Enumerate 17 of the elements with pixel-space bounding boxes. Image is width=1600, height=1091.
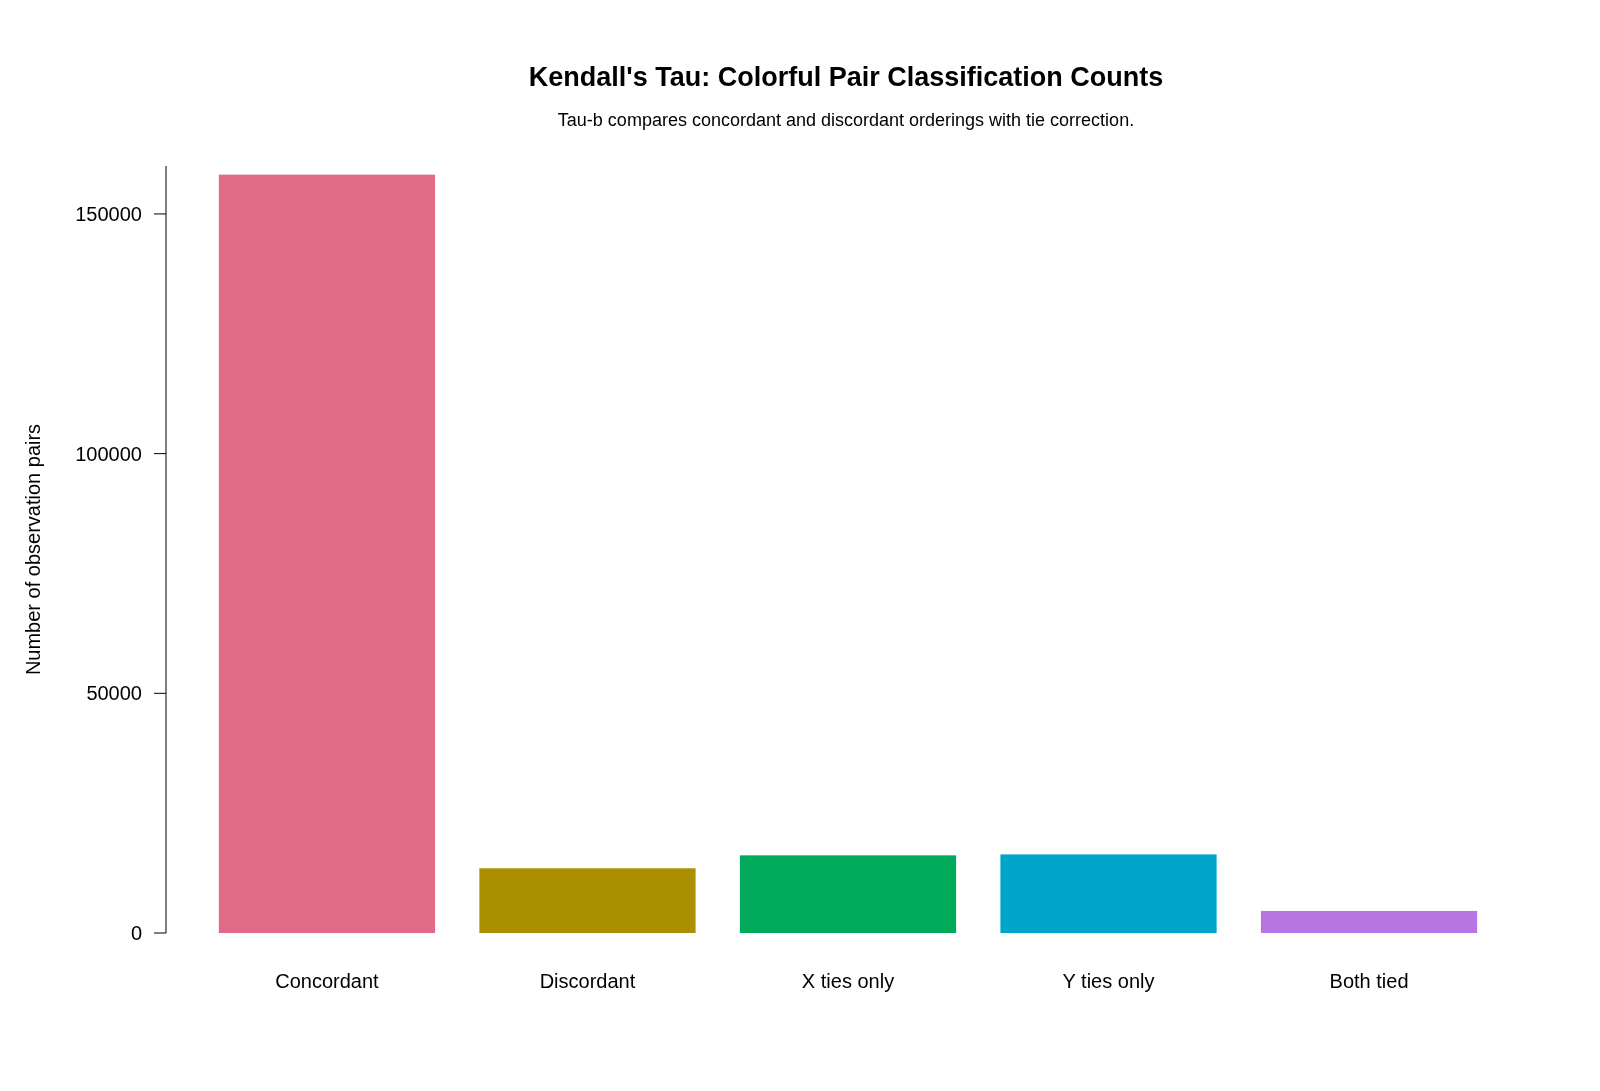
x-tick-label: Both tied (1329, 970, 1409, 992)
x-tick-label: Y ties only (1062, 970, 1155, 992)
x-tick-label: Concordant (275, 970, 380, 992)
y-tick-label: 50000 (86, 682, 142, 705)
y-tick-label: 100000 (75, 442, 142, 465)
x-tick-label: X ties only (801, 970, 895, 992)
bar (479, 868, 696, 933)
bar (1000, 854, 1217, 933)
x-tick-label: Discordant (539, 970, 636, 992)
y-tick-label: 150000 (75, 202, 142, 225)
chart-title: Kendall's Tau: Colorful Pair Classification Counts (528, 62, 1164, 92)
bar (218, 174, 436, 933)
bar (1260, 910, 1478, 933)
chart-subtitle: Tau-b compares concordant and discordant orderings with tie correction. (557, 110, 1135, 130)
y-tick-label: 0 (130, 922, 142, 944)
y-axis-title: Number of observation pairs (22, 423, 44, 676)
bar (739, 855, 957, 933)
